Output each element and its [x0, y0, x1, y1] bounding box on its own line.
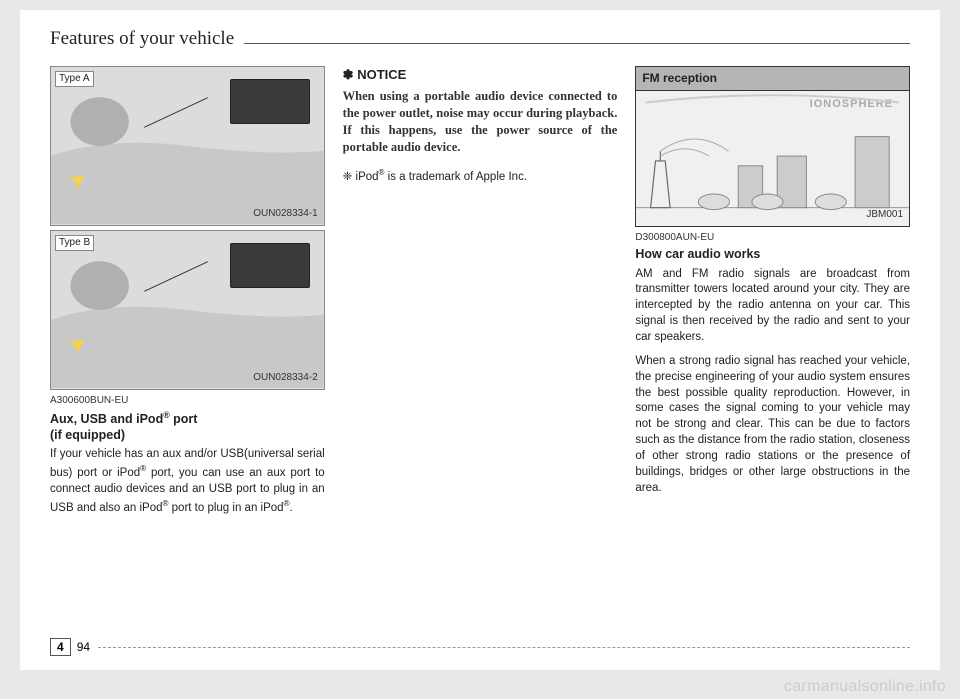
notice-body: When using a portable audio device conne… [343, 88, 618, 156]
page-footer: 4 94 [50, 638, 910, 656]
column-2: ✽ NOTICE When using a portable audio dev… [343, 66, 618, 621]
title-part2: port [170, 412, 198, 426]
figure-type-b: Type B ➤ OUN028334-2 [50, 230, 325, 390]
section-code-3: D300800AUN-EU [635, 231, 910, 245]
tm-text2: is a trademark of Apple Inc. [384, 171, 527, 183]
notice-heading: ✽ NOTICE [343, 66, 618, 84]
body1c: port to plug in an iPod [168, 502, 283, 514]
body-text-3a: AM and FM radio signals are broadcast fr… [635, 267, 910, 346]
content-columns: Type A ➤ OUN028334-1 Type B ➤ [50, 66, 910, 621]
fm-figure-code: JBM001 [866, 208, 903, 222]
fm-box-heading: FM reception [636, 67, 909, 91]
page: Features of your vehicle Type A ➤ OUN028… [20, 10, 940, 670]
callout-box-b [230, 243, 310, 288]
watermark: carmanualsonline.info [784, 678, 946, 696]
fm-reception-box: FM reception IONOSPHERE [635, 66, 910, 227]
fm-figure: IONOSPHERE [636, 91, 909, 226]
title-part1: Aux, USB and iPod [50, 412, 163, 426]
body1d: . [290, 502, 293, 514]
trademark-note: ❈ iPod® is a trademark of Apple Inc. [343, 167, 618, 186]
header-title: Features of your vehicle [50, 28, 234, 50]
notice-head-text: NOTICE [354, 67, 407, 82]
title-part3: (if equipped) [50, 428, 125, 442]
body-text-3b: When a strong radio signal has reached y… [635, 354, 910, 497]
figure-type-a: Type A ➤ OUN028334-1 [50, 66, 325, 226]
footer-chapter: 4 [50, 638, 71, 656]
footer-rule [98, 647, 910, 648]
tm-star-icon: ❈ [343, 171, 353, 183]
section-title-3: How car audio works [635, 246, 910, 262]
callout-box-a [230, 79, 310, 124]
notice-star-icon: ✽ [343, 67, 354, 82]
footer-page-number: 94 [77, 640, 90, 654]
page-header: Features of your vehicle [50, 28, 910, 50]
section-code-1: A300600BUN-EU [50, 394, 325, 408]
figure-code-b: OUN028334-2 [253, 371, 317, 385]
column-1: Type A ➤ OUN028334-1 Type B ➤ [50, 66, 325, 621]
tm-text1: iPod [352, 171, 378, 183]
body-text-1: If your vehicle has an aux and/or USB(un… [50, 447, 325, 516]
header-rule [244, 43, 910, 44]
figure-code-a: OUN028334-1 [253, 207, 317, 221]
fm-svg [636, 91, 909, 226]
section-title-1: Aux, USB and iPod® port (if equipped) [50, 410, 325, 444]
column-3: FM reception IONOSPHERE [635, 66, 910, 621]
